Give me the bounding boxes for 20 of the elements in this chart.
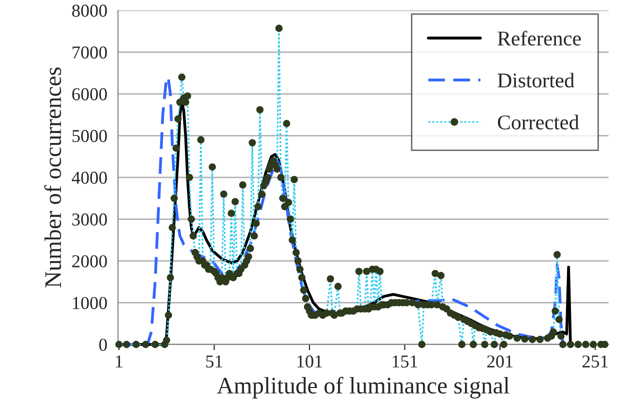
x-tick-label: 251 (582, 355, 608, 368)
y-tick-label: 0 (99, 338, 107, 351)
x-tick-label: 51 (206, 355, 222, 368)
y-tick-label: 5000 (72, 130, 107, 142)
x-tick-label: 1 (116, 355, 122, 368)
x-tick-label: 101 (298, 355, 322, 368)
y-tick-label: 3000 (72, 213, 107, 226)
y-axis-title: Number of occurrences (44, 67, 62, 288)
legend-label: Reference (498, 30, 581, 46)
y-tick-label: 1000 (73, 296, 107, 310)
x-tick-label: 201 (487, 355, 512, 368)
x-tick-label: 151 (392, 355, 418, 368)
y-tick-label: 7000 (72, 46, 107, 59)
legend-label: Corrected (498, 114, 579, 130)
y-tick-label: 8000 (72, 4, 107, 17)
y-tick-label: 6000 (72, 88, 107, 100)
legend-label: Distorted (498, 72, 574, 88)
y-tick-label: 4000 (72, 172, 107, 184)
y-tick-label: 2000 (72, 255, 107, 268)
x-axis-title: Amplitude of luminance signal (216, 376, 510, 399)
